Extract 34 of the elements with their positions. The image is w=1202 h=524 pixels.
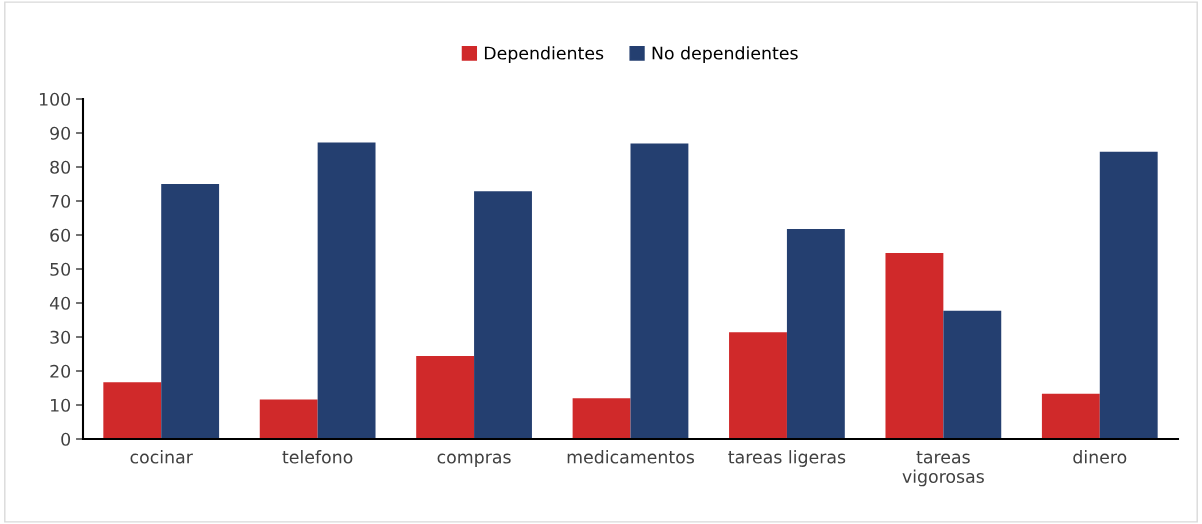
y-tick-label: 20 [50, 364, 71, 378]
bar [729, 332, 787, 439]
x-tick-label: medicamentos [567, 450, 694, 464]
y-tick-label: 90 [50, 126, 71, 140]
bar [416, 356, 475, 439]
bar [786, 228, 845, 439]
y-tick-label: 10 [51, 398, 71, 412]
bar [161, 184, 220, 439]
y-tick-label: 60 [50, 228, 71, 242]
x-tick-label: dinero [1073, 450, 1127, 464]
y-tick-label: 50 [50, 262, 71, 276]
legend-label: Dependientes [484, 46, 604, 63]
bar [885, 253, 944, 439]
bar [317, 142, 376, 439]
bar [1099, 151, 1158, 439]
bar [572, 398, 631, 439]
x-tick-label: tareas vigorosas [902, 451, 984, 487]
legend-label: No dependientes [652, 46, 798, 63]
x-tick-label: telefono [282, 450, 353, 464]
bar [103, 382, 162, 439]
bar [259, 399, 318, 439]
y-tick-label: 0 [61, 432, 71, 446]
x-tick-label: cocinar [130, 450, 193, 464]
bar [1041, 393, 1100, 439]
bar [630, 143, 689, 439]
bar [943, 310, 1002, 439]
y-tick-label: 30 [50, 330, 71, 344]
x-tick-label: compras [437, 453, 511, 467]
y-tick-label: 70 [50, 194, 71, 208]
bar [474, 191, 532, 439]
y-tick-label: 80 [50, 160, 71, 174]
y-tick-label: 100 [39, 92, 71, 106]
y-tick-label: 40 [49, 296, 71, 310]
x-tick-label: tareas ligeras [728, 450, 846, 467]
